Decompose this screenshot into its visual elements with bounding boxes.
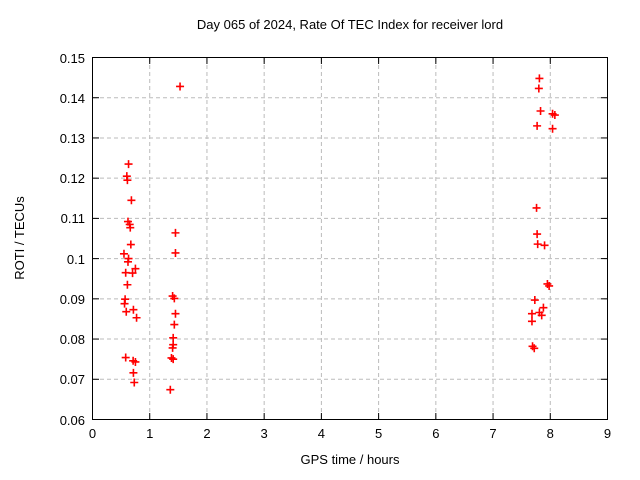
x-tick-label: 6 (432, 426, 440, 441)
data-point-marker (550, 111, 559, 120)
data-point-marker (129, 368, 138, 377)
y-tick-label: 0.07 (59, 372, 85, 388)
y-tick-label: 0.12 (59, 171, 85, 187)
y-tick-label: 0.1 (66, 251, 85, 267)
data-point-marker (123, 176, 132, 185)
data-point-marker (132, 313, 141, 322)
x-tick-label: 5 (374, 426, 383, 441)
plot-svg (92, 57, 608, 420)
data-point-marker (171, 228, 180, 237)
data-point-marker (539, 303, 548, 312)
data-point-marker (535, 74, 544, 83)
data-point-marker (168, 343, 177, 352)
x-axis-title: GPS time / hours (300, 452, 400, 467)
data-point-marker (126, 240, 135, 249)
y-tick-label: 0.11 (60, 211, 85, 227)
x-tick-label: 1 (146, 426, 154, 441)
y-tick-label: 0.08 (59, 332, 85, 348)
data-point-marker (548, 124, 557, 133)
data-point-marker (131, 264, 140, 273)
data-point-marker (527, 317, 536, 326)
data-point-marker (121, 268, 130, 277)
data-point-marker (536, 106, 545, 115)
plot-border (92, 57, 608, 420)
data-point-marker (124, 160, 133, 169)
data-point-marker (534, 84, 543, 93)
data-point-marker (129, 305, 138, 314)
data-point-marker (540, 241, 549, 250)
data-point-marker (545, 281, 554, 290)
x-tick-label: 3 (260, 426, 268, 441)
data-point-marker (120, 299, 129, 308)
y-axis-title: ROTI / TECUs (12, 196, 27, 280)
data-point-marker (123, 280, 132, 289)
data-point-marker (119, 249, 128, 258)
x-tick-label: 9 (603, 426, 612, 441)
y-tick-label: 0.09 (59, 291, 85, 307)
x-tick-label: 7 (489, 426, 497, 441)
data-point-marker (532, 203, 541, 212)
data-point-marker (171, 309, 180, 318)
data-point-marker (169, 333, 178, 342)
y-tick-label: 0.14 (59, 90, 85, 106)
data-point-marker (123, 257, 132, 266)
chart-title: Day 065 of 2024, Rate Of TEC Index for r… (196, 17, 504, 32)
data-point-marker (166, 385, 175, 394)
data-point-marker (127, 196, 136, 205)
x-tick-label: 2 (203, 426, 211, 441)
data-point-marker (170, 320, 179, 329)
data-point-marker (533, 240, 542, 249)
data-point-marker (131, 357, 140, 366)
data-point-marker (530, 296, 539, 305)
data-point-marker (169, 355, 178, 364)
plot-area (92, 57, 608, 420)
data-point-marker (121, 353, 130, 362)
x-tick-label: 8 (546, 426, 554, 441)
data-point-marker (530, 344, 539, 353)
data-point-marker (167, 353, 176, 362)
y-tick-label: 0.13 (59, 130, 85, 146)
data-point-marker (537, 311, 546, 320)
data-point-marker (122, 307, 131, 316)
data-point-marker (126, 223, 135, 232)
x-tick-label: 4 (317, 426, 325, 441)
data-point-marker (176, 82, 185, 91)
y-tick-label: 0.15 (59, 50, 85, 66)
data-point-marker (527, 309, 536, 318)
x-tick-label: 0 (88, 426, 97, 441)
data-point-marker (171, 248, 180, 257)
data-point-marker (128, 269, 137, 278)
data-point-marker (533, 121, 542, 130)
data-point-marker (170, 294, 179, 303)
y-tick-label: 0.06 (59, 412, 85, 428)
data-point-marker (130, 378, 139, 387)
data-point-marker (533, 230, 542, 239)
